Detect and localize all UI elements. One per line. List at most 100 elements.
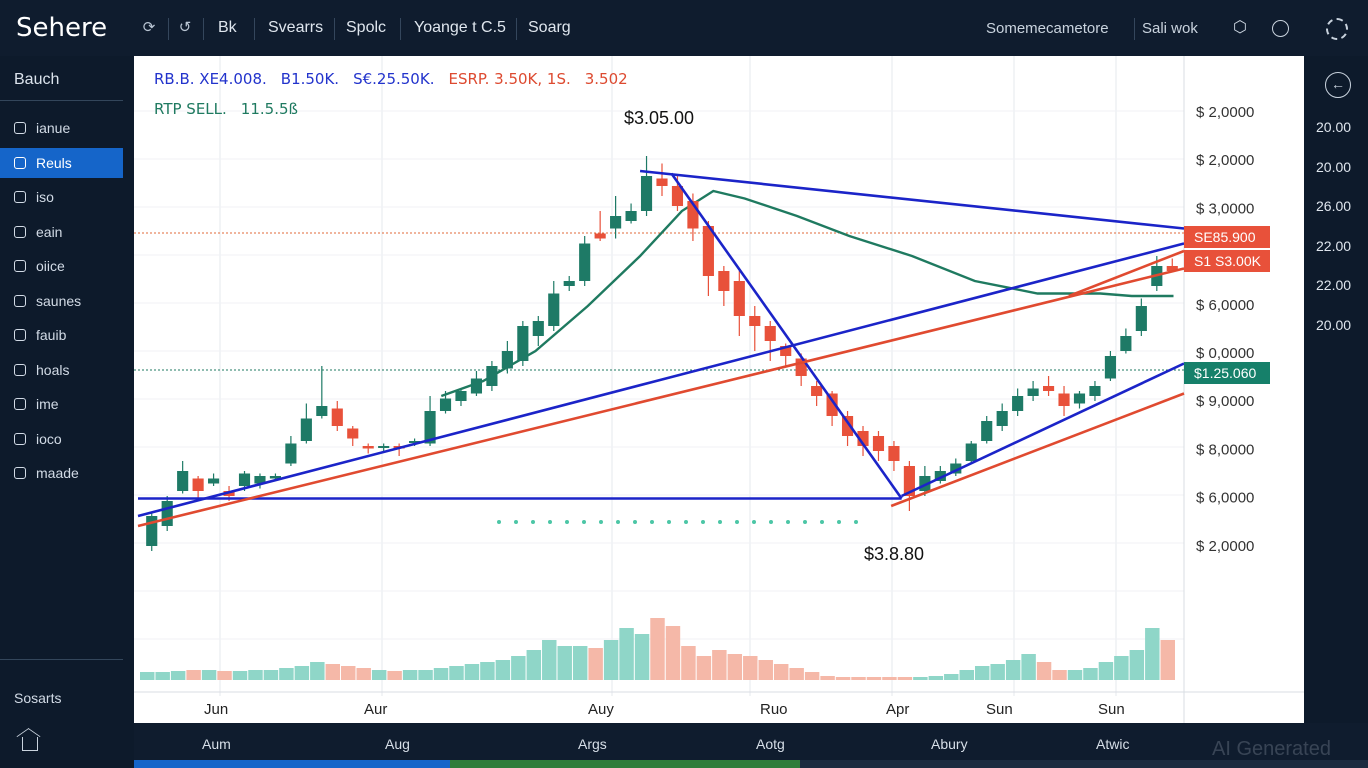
navigator-range-blue[interactable] — [134, 760, 450, 768]
time-axis-label: Apr — [886, 701, 909, 718]
candle-body — [981, 421, 993, 441]
sidebar-item[interactable]: ime — [0, 389, 123, 419]
candle-body — [780, 346, 792, 356]
right-panel-value: 20.00 — [1316, 119, 1352, 135]
symbol-name[interactable]: Somemecametore — [986, 20, 1109, 37]
support-dot — [616, 520, 620, 524]
undo-icon[interactable]: ↺ — [178, 19, 192, 36]
volume-bar — [1005, 660, 1021, 680]
time-axis-label: Auy — [588, 701, 614, 718]
support-dot — [497, 520, 501, 524]
candle-body — [919, 476, 931, 491]
toolbar-item-indicators[interactable]: Svearrs — [268, 19, 324, 36]
support-dot — [735, 520, 739, 524]
candle-body — [625, 211, 637, 221]
candle-body — [1089, 386, 1101, 396]
sidebar-item[interactable]: saunes — [0, 286, 123, 316]
price-axis-label: $ 6,0000 — [1196, 490, 1254, 507]
candle-body — [486, 366, 498, 386]
toolbar-divider — [168, 18, 169, 40]
sidebar: Bauch ianue Reuls iso eain oiice saunes fauib h… — [0, 56, 128, 768]
chart-type-icon[interactable]: ⟳ — [142, 19, 156, 36]
volume-bar — [542, 640, 557, 680]
sidebar-item[interactable]: hoals — [0, 355, 123, 385]
toolbar-item-compare[interactable]: Yoange t C.5 — [414, 19, 506, 36]
volume-bar — [341, 666, 356, 680]
legend-entry: 3.502 — [584, 70, 628, 88]
price-axis-label: $ 2,0000 — [1196, 104, 1254, 121]
volume-bar — [371, 670, 387, 680]
trendline — [901, 362, 1185, 498]
price-axis-label: $ 6,0000 — [1196, 297, 1254, 314]
toolbar-divider — [516, 18, 517, 40]
support-dot — [769, 520, 773, 524]
sidebar-divider — [0, 659, 123, 660]
price-tag-label: SE85.900 — [1194, 229, 1256, 245]
toolbar-item-search[interactable]: Soarg — [528, 19, 571, 36]
price-axis-label: $ 2,0000 — [1196, 152, 1254, 169]
sidebar-item-icon — [14, 432, 26, 445]
sidebar-item-icon — [14, 363, 26, 376]
volume-bar — [727, 654, 743, 680]
toolbar-item-templates[interactable]: Spolc — [346, 19, 387, 36]
volume-bar — [294, 666, 310, 680]
volume-bar — [572, 646, 588, 680]
sidebar-bottom-link[interactable]: Sosarts — [14, 690, 62, 706]
price-chart[interactable]: $3.05.00 $3.8.80 $ 2,0000 $ 2,0000 $ 3,0000 $… — [134, 56, 1304, 723]
volume-bar — [1114, 656, 1129, 680]
candle-body — [872, 436, 885, 451]
home-icon[interactable] — [22, 737, 38, 751]
price-tag-label: $1.25.060 — [1194, 365, 1256, 381]
back-arrow-icon[interactable]: ← — [1325, 72, 1351, 98]
candle-body — [347, 428, 359, 439]
volume-bar — [418, 670, 433, 680]
sidebar-item[interactable]: ioco — [0, 424, 123, 454]
candle-body — [764, 326, 776, 341]
volume-bar — [1145, 628, 1160, 680]
support-dot — [837, 520, 841, 524]
hexagon-icon[interactable]: ⬡ — [1233, 19, 1247, 36]
sidebar-item[interactable]: fauib — [0, 320, 123, 350]
navigator-range-green[interactable] — [450, 760, 800, 768]
quick-action[interactable]: Sali wok — [1142, 20, 1198, 37]
volume-bar — [279, 668, 294, 680]
candle-body — [1073, 393, 1086, 404]
legend-entry: RB.B. XE4.008. — [154, 70, 267, 88]
sidebar-item[interactable]: maade — [0, 458, 123, 488]
sidebar-item[interactable]: oiice — [0, 251, 123, 281]
sidebar-item[interactable]: eain — [0, 217, 123, 247]
chart-area[interactable]: $3.05.00 $3.8.80 $ 2,0000 $ 2,0000 $ 3,0000 $… — [134, 56, 1304, 723]
candle-body — [1104, 356, 1116, 379]
candle-body — [718, 271, 730, 291]
right-panel-value: 20.00 — [1316, 158, 1352, 175]
candle-body — [1012, 396, 1024, 411]
navigator-range-rest[interactable] — [800, 760, 1368, 768]
sidebar-item[interactable]: Reuls — [0, 147, 123, 178]
toolbar-item-timeframe[interactable]: Bk — [218, 19, 237, 36]
gear-icon[interactable] — [1326, 18, 1348, 40]
volume-bar — [789, 668, 804, 680]
sidebar-item[interactable]: ianue — [0, 113, 123, 143]
volume-bar — [186, 670, 201, 680]
support-dot — [803, 520, 807, 524]
volume-bar — [1067, 670, 1083, 680]
price-axis-label: $ 8,0000 — [1196, 441, 1254, 458]
price-tag — [1184, 226, 1270, 248]
volume-bar — [1083, 668, 1098, 680]
volume-bar — [712, 650, 727, 680]
volume-bar — [650, 618, 665, 680]
sidebar-item-icon — [14, 294, 26, 307]
candle-body — [1120, 336, 1132, 351]
candle-body — [996, 411, 1008, 426]
volume-bar — [557, 646, 572, 680]
volume-bar — [913, 677, 928, 680]
circle-icon[interactable] — [1272, 20, 1289, 37]
volume-bar — [1098, 662, 1114, 680]
volume-bar — [696, 656, 712, 680]
price-axis-label: $ 9,0000 — [1196, 393, 1254, 410]
navigator-date-label: Args — [578, 736, 607, 752]
trendline — [137, 242, 1185, 518]
sidebar-item[interactable]: iso — [0, 182, 123, 212]
volume-bar — [433, 668, 449, 680]
candle-body — [501, 351, 513, 369]
